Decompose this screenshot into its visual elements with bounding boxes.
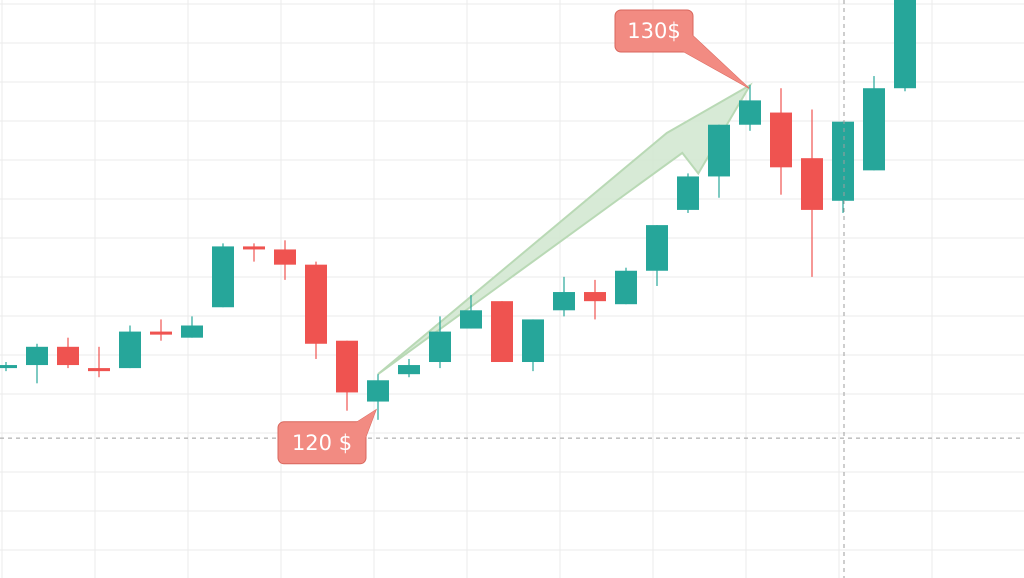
candle-body	[429, 331, 451, 363]
candle	[398, 358, 420, 378]
candle-body	[274, 249, 296, 265]
candle-body	[57, 346, 79, 366]
candle-series	[0, 0, 916, 420]
candle	[243, 243, 265, 262]
candle	[863, 76, 885, 171]
candle	[553, 276, 575, 317]
candle-body	[336, 340, 358, 393]
candle	[367, 374, 389, 420]
candle	[181, 316, 203, 338]
candle-body	[212, 246, 234, 308]
candle-body	[150, 331, 172, 335]
candle	[119, 325, 141, 369]
candle	[708, 124, 730, 198]
candle-body	[739, 100, 761, 125]
candle-body	[863, 88, 885, 171]
candle-body	[367, 380, 389, 402]
callout-pointer-fill	[677, 34, 749, 89]
candle-body	[646, 225, 668, 271]
callout-box	[614, 9, 694, 53]
candle-body	[677, 176, 699, 210]
candle	[801, 109, 823, 277]
candle-body	[522, 319, 544, 363]
candle	[305, 261, 327, 359]
candle-body	[491, 301, 513, 363]
candle	[770, 88, 792, 195]
candle	[26, 343, 48, 384]
candle	[739, 85, 761, 131]
candle-body	[708, 124, 730, 177]
candle-body	[88, 368, 110, 372]
price-annotations: 120 $ 130$	[277, 9, 750, 465]
candle	[615, 267, 637, 305]
candle-body	[801, 158, 823, 210]
candle	[336, 340, 358, 411]
candle	[88, 346, 110, 378]
candle	[646, 225, 668, 286]
trend-arrow-shape	[377, 82, 753, 376]
candle	[894, 0, 916, 92]
candle-body	[770, 112, 792, 168]
candle	[429, 316, 451, 369]
candle-body	[832, 121, 854, 201]
callout-label: 120 $	[292, 431, 352, 455]
candle	[274, 240, 296, 280]
candle-body	[615, 270, 637, 305]
candle-body	[553, 292, 575, 311]
price-callout: 130$	[614, 9, 750, 89]
candle	[522, 319, 544, 372]
callout-pointer-fill	[348, 409, 376, 442]
candle-body	[0, 365, 17, 369]
candle	[491, 301, 513, 363]
candle	[584, 279, 606, 320]
candle-body	[243, 246, 265, 250]
candle	[460, 295, 482, 329]
candle	[677, 173, 699, 213]
candle	[57, 337, 79, 369]
price-callout: 120 $	[277, 408, 377, 465]
candle-body	[119, 331, 141, 369]
candle	[0, 362, 17, 372]
candle-body	[26, 346, 48, 366]
candle-body	[305, 264, 327, 344]
trend-arrow	[377, 82, 753, 376]
callout-box	[277, 421, 367, 465]
candle-body	[181, 325, 203, 338]
candle	[212, 243, 234, 308]
candle-body	[460, 310, 482, 329]
candle-body	[894, 0, 916, 89]
callout-label: 130$	[627, 19, 680, 43]
candle-body	[398, 365, 420, 375]
candle-body	[584, 292, 606, 302]
candle	[832, 121, 854, 213]
candle	[150, 319, 172, 341]
